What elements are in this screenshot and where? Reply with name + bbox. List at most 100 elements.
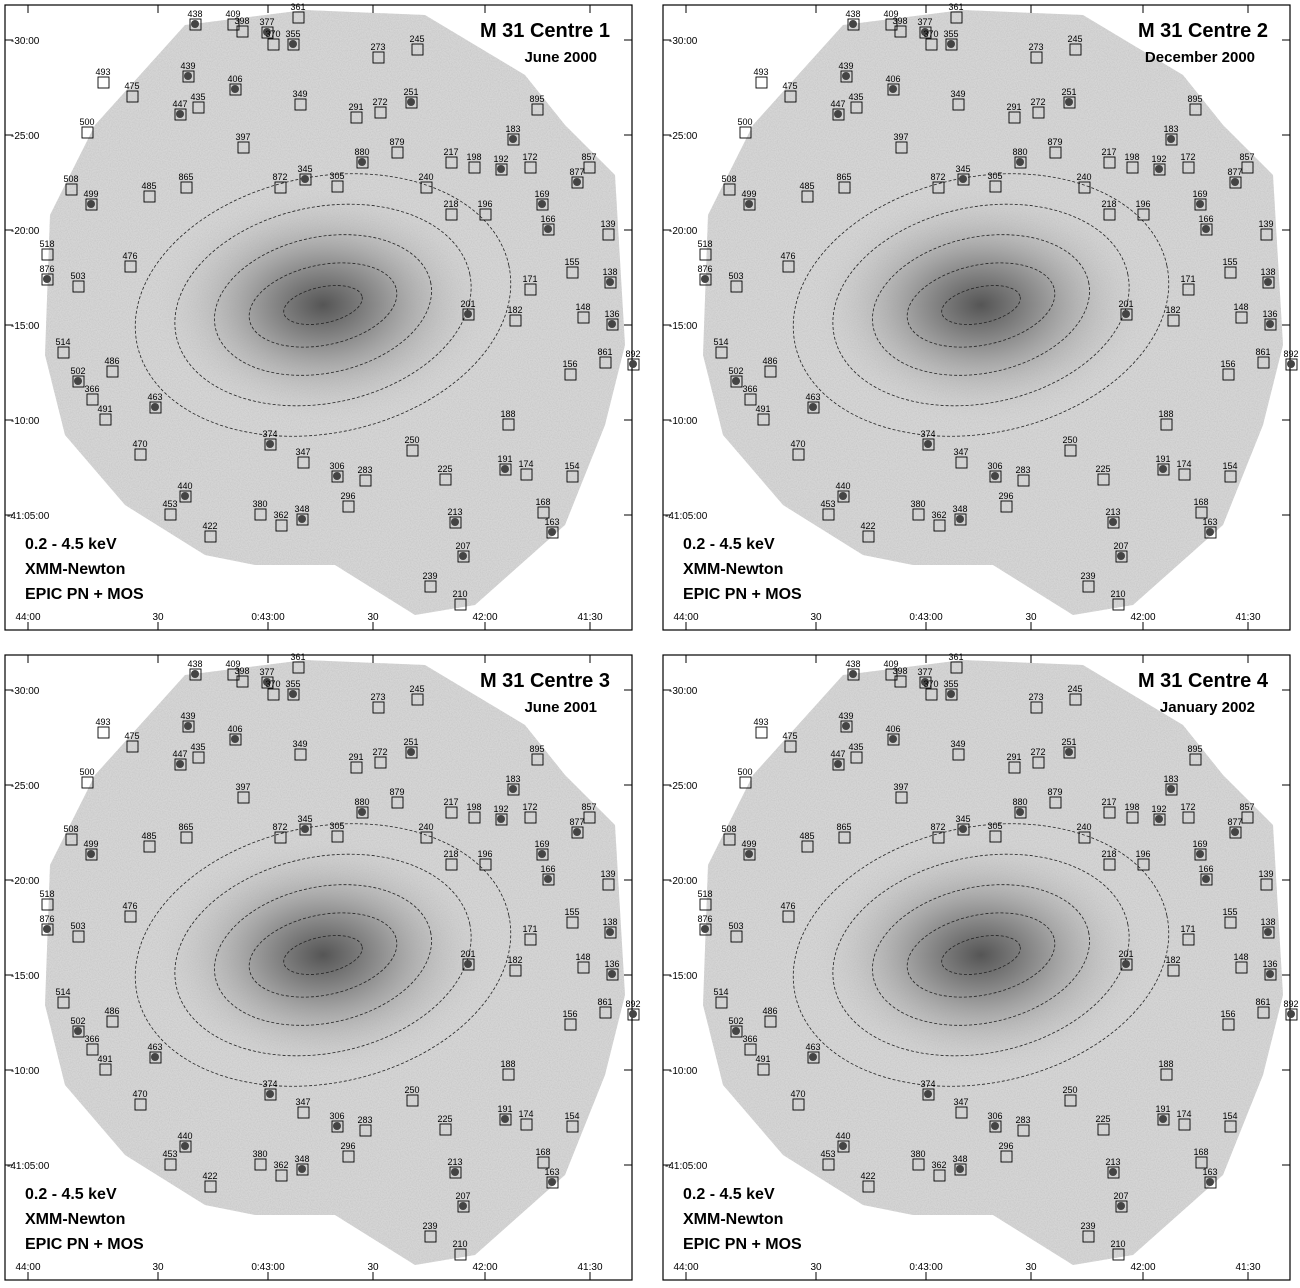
source-label: 518 <box>697 239 712 249</box>
source-label: 892 <box>625 999 640 1009</box>
y-tick-label: -10:00 <box>11 1066 40 1077</box>
x-tick-label: 42:00 <box>472 612 497 623</box>
y-tick-label: -41:05:00 <box>7 1161 50 1172</box>
source-label: 499 <box>83 839 98 849</box>
source-blob <box>301 175 309 183</box>
source-label: 398 <box>234 666 249 676</box>
source-label: 245 <box>409 684 424 694</box>
x-tick-label: 42:00 <box>1130 1262 1155 1273</box>
source-label: 877 <box>1227 167 1242 177</box>
source-label: 136 <box>1262 309 1277 319</box>
source-label: 155 <box>564 257 579 267</box>
y-tick-label: -15:00 <box>669 321 698 332</box>
source-blob <box>606 278 614 286</box>
source-label: 349 <box>292 89 307 99</box>
x-tick-label: 30 <box>152 612 164 623</box>
source-label: 296 <box>998 1141 1013 1151</box>
source-blob <box>1231 178 1239 186</box>
source-label: 154 <box>564 461 579 471</box>
source-blob <box>87 200 95 208</box>
source-label: 865 <box>178 822 193 832</box>
y-tick-label: -15:00 <box>11 971 40 982</box>
source-label: 174 <box>1176 459 1191 469</box>
source-label: 345 <box>297 814 312 824</box>
source-label: 518 <box>697 889 712 899</box>
source-label: 872 <box>272 822 287 832</box>
source-label: 470 <box>790 439 805 449</box>
source-label: 439 <box>838 711 853 721</box>
source-blob <box>298 515 306 523</box>
source-blob <box>606 928 614 936</box>
source-label: 273 <box>1028 42 1043 52</box>
source-blob <box>289 690 297 698</box>
source-label: 447 <box>830 749 845 759</box>
source-label: 174 <box>518 1109 533 1119</box>
source-label: 502 <box>728 1016 743 1026</box>
source-label: 250 <box>1062 435 1077 445</box>
source-label: 857 <box>1239 802 1254 812</box>
source-blob <box>1202 225 1210 233</box>
source-label: 251 <box>1061 737 1076 747</box>
source-label: 156 <box>1220 1009 1235 1019</box>
source-label: 218 <box>1101 199 1116 209</box>
source-blob <box>1206 1178 1214 1186</box>
x-tick-label: 30 <box>1025 1262 1037 1273</box>
source-label: 250 <box>404 1085 419 1095</box>
source-blob <box>629 360 637 368</box>
source-label: 192 <box>1151 804 1166 814</box>
source-label: 422 <box>202 1171 217 1181</box>
source-blob <box>956 515 964 523</box>
source-label: 880 <box>354 797 369 807</box>
source-label: 174 <box>518 459 533 469</box>
y-tick-label: -30:00 <box>11 686 40 697</box>
source-label: 183 <box>1163 124 1178 134</box>
source-label: 291 <box>1006 752 1021 762</box>
energy-band: 0.2 - 4.5 keV <box>683 1186 775 1203</box>
source-label: 136 <box>604 959 619 969</box>
source-label: 877 <box>569 817 584 827</box>
source-box <box>756 727 767 738</box>
source-label: 406 <box>227 724 242 734</box>
source-label: 514 <box>713 337 728 347</box>
source-label: 895 <box>529 744 544 754</box>
source-label: 470 <box>132 1089 147 1099</box>
source-label: 362 <box>931 1160 946 1170</box>
source-label: 183 <box>505 774 520 784</box>
panel: 4384093983773613703552732454394934754063… <box>663 652 1299 1280</box>
source-label: 239 <box>1080 1221 1095 1231</box>
panel: 4384093983773613703552732454394934754063… <box>663 2 1299 630</box>
source-label: 500 <box>737 767 752 777</box>
panel-date: June 2000 <box>524 49 597 66</box>
source-label: 491 <box>755 404 770 414</box>
source-label: 447 <box>172 749 187 759</box>
source-label: 857 <box>581 802 596 812</box>
source-label: 499 <box>741 839 756 849</box>
source-label: 291 <box>348 102 363 112</box>
source-label: 296 <box>340 491 355 501</box>
source-label: 240 <box>418 172 433 182</box>
source-label: 250 <box>404 435 419 445</box>
galaxy-core <box>153 185 493 425</box>
source-label: 148 <box>1233 302 1248 312</box>
source-blob <box>809 403 817 411</box>
source-label: 239 <box>1080 571 1095 581</box>
source-label: 865 <box>836 822 851 832</box>
source-label: 475 <box>782 81 797 91</box>
source-label: 348 <box>952 1154 967 1164</box>
source-label: 171 <box>1180 274 1195 284</box>
source-label: 196 <box>477 849 492 859</box>
source-blob <box>231 735 239 743</box>
source-label: 345 <box>955 814 970 824</box>
source-blob <box>538 200 546 208</box>
energy-band: 0.2 - 4.5 keV <box>25 1186 117 1203</box>
source-blob <box>889 85 897 93</box>
source-blob <box>629 1010 637 1018</box>
source-label: 406 <box>885 724 900 734</box>
source-label: 398 <box>892 666 907 676</box>
source-label: 857 <box>581 152 596 162</box>
source-label: 348 <box>294 1154 309 1164</box>
x-tick-label: 44:00 <box>15 1262 40 1273</box>
source-blob <box>358 158 366 166</box>
source-label: 192 <box>493 154 508 164</box>
source-blob <box>608 320 616 328</box>
